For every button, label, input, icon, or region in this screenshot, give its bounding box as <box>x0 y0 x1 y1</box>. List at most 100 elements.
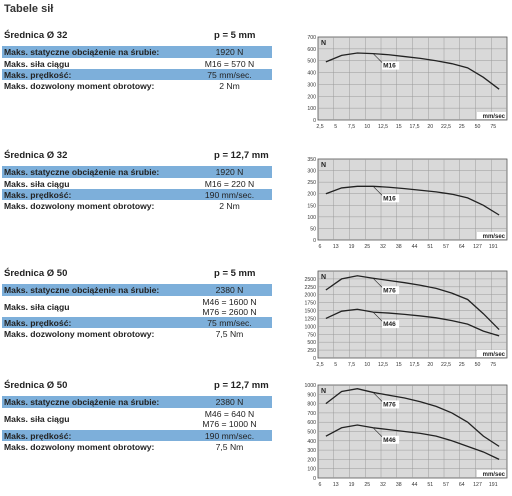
y-axis-label: N <box>321 274 326 281</box>
x-tick-label: 51 <box>427 244 433 250</box>
spec-row: Maks. siła ciągu M46 = 1600 N M76 = 2600 N <box>2 296 272 317</box>
spec-row: Maks. dozwolony moment obrotowy: 7,5 Nm <box>2 441 272 452</box>
x-axis-label-bg <box>477 470 506 477</box>
x-tick-label: 51 <box>427 482 433 488</box>
y-tick-label: 1250 <box>304 316 316 322</box>
spec-value: 7,5 Nm <box>187 442 272 452</box>
spec-label: Maks. prędkość: <box>4 430 72 441</box>
chart-svg: 0 100 200 300 400 500 600 700 2,5 5 7,5 10 12,5 15 17,… <box>307 35 508 130</box>
section-pitch: p = 5 mm <box>214 30 256 41</box>
y-tick-label: 750 <box>307 332 316 338</box>
spec-value-line: 190 mm/sec. <box>204 189 255 200</box>
spec-row: Maks. siła ciągu M46 = 640 N M76 = 1000 N <box>2 408 272 430</box>
spec-value: 190 mm/sec. <box>187 431 272 441</box>
x-tick-label: 50 <box>475 362 481 368</box>
spec-row: Maks. statyczne obciążenie na śrubie: 238… <box>2 396 272 408</box>
section-pitch: p = 5 mm <box>214 268 256 279</box>
y-tick-label: 1500 <box>304 309 316 315</box>
spec-value: 2 Nm <box>187 81 272 91</box>
spec-value-line: 1920 N <box>215 47 244 57</box>
y-tick-label: 2000 <box>304 293 316 299</box>
spec-value: 75 mm/sec. <box>187 318 272 328</box>
series-label-bg <box>382 435 400 444</box>
y-tick-label: 150 <box>307 203 316 209</box>
x-tick-label: 2,5 <box>316 362 323 368</box>
spec-value: M46 = 1600 N M76 = 2600 N <box>187 297 272 317</box>
section-4: Średnica Ø 50 p = 12,7 mm Maks. statyczne … <box>0 380 512 488</box>
series-label: M16 <box>383 63 396 70</box>
y-axis-label: N <box>321 162 326 169</box>
x-tick-label: 19 <box>349 244 355 250</box>
force-chart: 0 250 500 750 1000 1250 1500 1750 2000 2250 2500 2,… <box>300 267 512 371</box>
series-label-bg <box>382 320 400 329</box>
y-tick-label: 0 <box>313 476 316 482</box>
force-chart: 0 100 200 300 400 500 600 700 800 900 1000 6 13 19 25 3… <box>300 381 512 491</box>
series-label-leader <box>372 53 384 64</box>
spec-value-line: M46 = 1600 N <box>202 296 257 307</box>
x-axis-label: mm/sec <box>483 114 506 120</box>
y-tick-label: 100 <box>307 215 316 221</box>
chart-svg: 0 100 200 300 400 500 600 700 800 900 1000 6 13 19 25 3… <box>304 383 508 488</box>
spec-value-line: M16 = 220 N <box>204 178 255 189</box>
x-axis-label-bg <box>477 232 506 239</box>
y-tick-label: 0 <box>313 238 316 244</box>
x-tick-label: 20 <box>427 362 433 368</box>
x-tick-label: 191 <box>489 482 498 488</box>
spec-row: Maks. dozwolony moment obrotowy: 2 Nm <box>2 80 272 91</box>
section-1: Średnica Ø 32 p = 5 mm Maks. statyczne obc… <box>0 30 512 130</box>
spec-label: Maks. dozwolony moment obrotowy: <box>4 200 155 211</box>
spec-value-line: 2 Nm <box>219 80 240 91</box>
spec-row: Maks. dozwolony moment obrotowy: 2 Nm <box>2 200 272 211</box>
series-label-bg <box>382 194 400 203</box>
spec-value-line: M76 = 1000 N <box>202 419 257 429</box>
spec-label: Maks. prędkość: <box>4 317 72 328</box>
spec-row: Maks. siła ciągu M16 = 570 N <box>2 58 272 69</box>
y-tick-label: 100 <box>307 467 316 473</box>
spec-row: Maks. siła ciągu M16 = 220 N <box>2 178 272 189</box>
spec-value-line: 2380 N <box>215 397 244 407</box>
force-chart: 0 100 200 300 400 500 600 700 2,5 5 7,5 10 12,5 15 17,… <box>300 33 512 133</box>
section-diameter: Średnica Ø 50 <box>4 268 68 279</box>
section-pitch: p = 12,7 mm <box>214 150 269 161</box>
spec-value-line: 7,5 Nm <box>215 328 244 339</box>
y-tick-label: 1000 <box>304 324 316 330</box>
x-axis-label: mm/sec <box>483 352 506 358</box>
y-tick-label: 500 <box>307 430 316 436</box>
spec-value-line: 1920 N <box>215 167 244 177</box>
spec-label: Maks. dozwolony moment obrotowy: <box>4 80 155 91</box>
series-label-leader <box>372 278 384 289</box>
series-line-m76 <box>325 275 500 330</box>
x-tick-label: 75 <box>490 124 496 130</box>
series-line-m46 <box>325 424 500 460</box>
spec-value: M46 = 640 N M76 = 1000 N <box>187 409 272 429</box>
x-tick-label: 5 <box>334 362 337 368</box>
spec-row: Maks. statyczne obciążenie na śrubie: 238… <box>2 284 272 296</box>
spec-value: 2380 N <box>187 285 272 295</box>
spec-value: 1920 N <box>187 167 272 177</box>
force-chart: 0 50 100 150 200 250 300 350 6 13 19 25 32 38 44 51 57 64… <box>300 155 512 253</box>
spec-row: Maks. statyczne obciążenie na śrubie: 192… <box>2 46 272 58</box>
series-label-leader <box>372 392 384 403</box>
x-tick-label: 2,5 <box>316 124 323 130</box>
spec-value-line: 2380 N <box>215 285 244 295</box>
section-diameter: Średnica Ø 50 <box>4 380 68 391</box>
y-tick-label: 300 <box>307 448 316 454</box>
series-label-leader <box>372 427 384 438</box>
x-tick-label: 32 <box>380 482 386 488</box>
y-tick-label: 100 <box>307 106 316 112</box>
x-tick-label: 6 <box>319 482 322 488</box>
x-tick-label: 25 <box>364 244 370 250</box>
spec-label: Maks. dozwolony moment obrotowy: <box>4 441 155 452</box>
x-tick-label: 12,5 <box>378 362 388 368</box>
x-tick-label: 20 <box>427 124 433 130</box>
x-tick-label: 12,5 <box>378 124 388 130</box>
y-tick-label: 250 <box>307 180 316 186</box>
y-tick-label: 600 <box>307 47 316 53</box>
x-tick-label: 38 <box>396 482 402 488</box>
x-tick-label: 64 <box>459 482 465 488</box>
x-tick-label: 15 <box>396 362 402 368</box>
spec-value-line: M76 = 2600 N <box>202 306 257 317</box>
section-diameter: Średnica Ø 32 <box>4 30 68 41</box>
series-label-bg <box>382 400 400 409</box>
spec-label: Maks. siła ciągu <box>4 301 70 312</box>
